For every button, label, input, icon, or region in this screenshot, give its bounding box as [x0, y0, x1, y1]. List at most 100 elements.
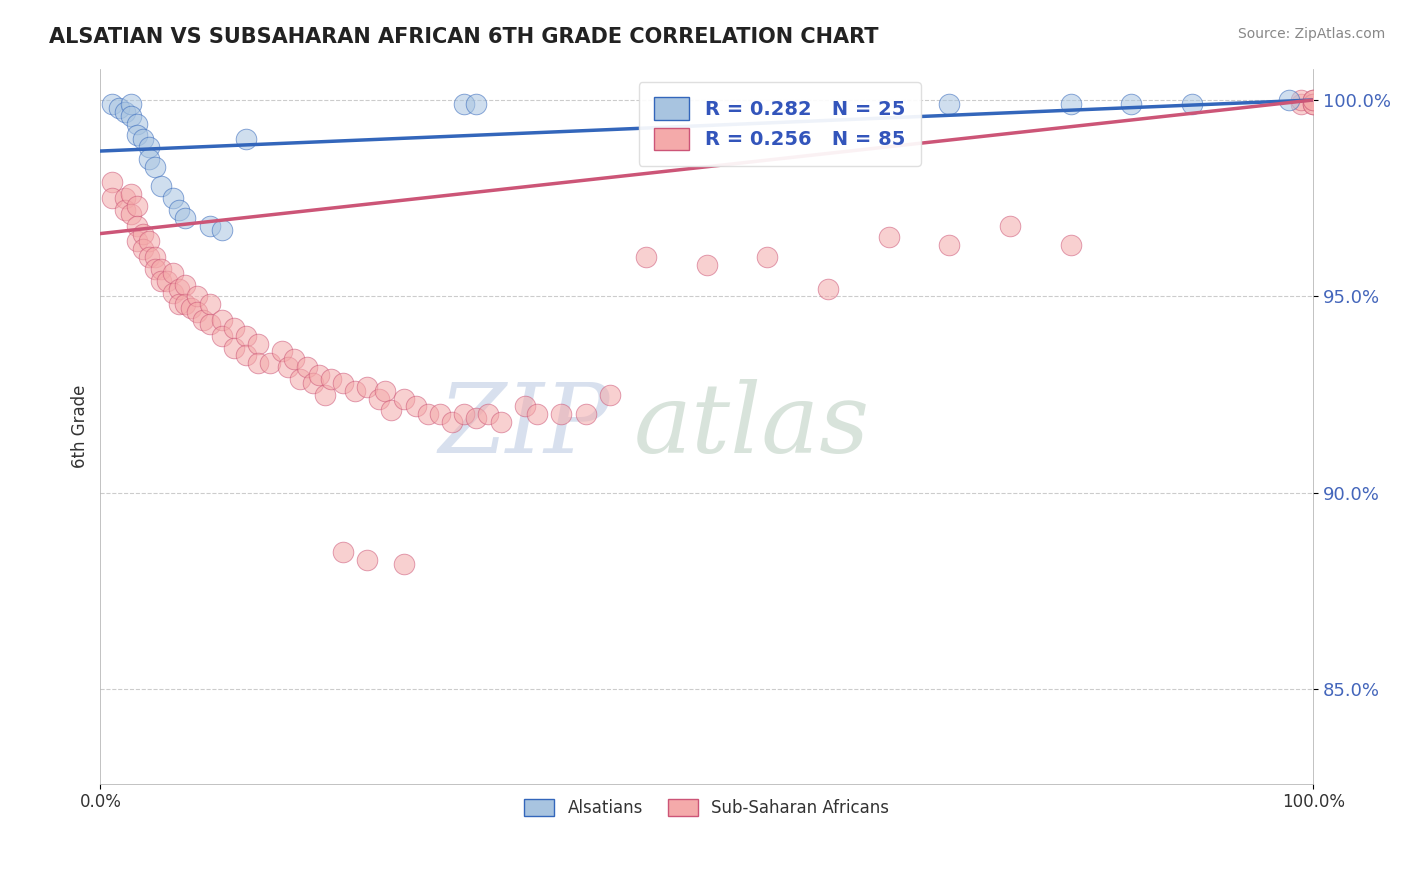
Point — [271, 344, 294, 359]
Point — [374, 384, 396, 398]
Point — [235, 348, 257, 362]
Point — [1302, 93, 1324, 107]
Point — [162, 266, 184, 280]
Point — [1278, 93, 1301, 107]
Point — [198, 219, 221, 233]
Point — [1302, 96, 1324, 111]
Point — [938, 238, 960, 252]
Point — [143, 250, 166, 264]
Point — [156, 274, 179, 288]
Point — [465, 96, 488, 111]
Point — [453, 96, 475, 111]
Point — [125, 235, 148, 249]
Point — [356, 553, 378, 567]
Point — [167, 202, 190, 217]
Point — [211, 313, 233, 327]
Point — [222, 341, 245, 355]
Point — [120, 207, 142, 221]
Point — [174, 211, 197, 225]
Point — [180, 301, 202, 316]
Point — [453, 408, 475, 422]
Point — [211, 222, 233, 236]
Point — [877, 230, 900, 244]
Point — [101, 176, 124, 190]
Point — [162, 191, 184, 205]
Point — [186, 305, 208, 319]
Point — [817, 282, 839, 296]
Point — [392, 557, 415, 571]
Point — [132, 242, 155, 256]
Point — [198, 317, 221, 331]
Point — [756, 250, 779, 264]
Point — [696, 258, 718, 272]
Point — [356, 380, 378, 394]
Point — [138, 250, 160, 264]
Point — [513, 400, 536, 414]
Point — [314, 387, 336, 401]
Point — [441, 415, 464, 429]
Point — [344, 384, 367, 398]
Text: Source: ZipAtlas.com: Source: ZipAtlas.com — [1237, 27, 1385, 41]
Point — [198, 297, 221, 311]
Point — [277, 360, 299, 375]
Point — [550, 408, 572, 422]
Point — [174, 297, 197, 311]
Point — [247, 356, 270, 370]
Point — [235, 132, 257, 146]
Point — [150, 179, 173, 194]
Point — [114, 191, 136, 205]
Point — [1121, 96, 1143, 111]
Point — [167, 282, 190, 296]
Point — [143, 261, 166, 276]
Point — [489, 415, 512, 429]
Point — [368, 392, 391, 406]
Point — [332, 545, 354, 559]
Point — [429, 408, 451, 422]
Point — [599, 387, 621, 401]
Point — [138, 140, 160, 154]
Point — [174, 277, 197, 292]
Text: ZIP: ZIP — [439, 379, 610, 473]
Point — [1302, 93, 1324, 107]
Point — [1181, 96, 1204, 111]
Point — [574, 408, 596, 422]
Y-axis label: 6th Grade: 6th Grade — [72, 384, 89, 467]
Point — [938, 96, 960, 111]
Point — [392, 392, 415, 406]
Point — [636, 250, 658, 264]
Point — [125, 219, 148, 233]
Point — [295, 360, 318, 375]
Point — [319, 372, 342, 386]
Legend: Alsatians, Sub-Saharan Africans: Alsatians, Sub-Saharan Africans — [516, 790, 897, 825]
Point — [308, 368, 330, 382]
Point — [332, 376, 354, 390]
Point — [526, 408, 548, 422]
Point — [465, 411, 488, 425]
Point — [132, 132, 155, 146]
Point — [186, 289, 208, 303]
Point — [120, 109, 142, 123]
Point — [107, 101, 129, 115]
Point — [162, 285, 184, 300]
Point — [1060, 238, 1083, 252]
Point — [114, 202, 136, 217]
Point — [120, 187, 142, 202]
Text: atlas: atlas — [634, 379, 870, 473]
Point — [114, 104, 136, 119]
Point — [101, 191, 124, 205]
Point — [380, 403, 402, 417]
Point — [283, 352, 305, 367]
Point — [1302, 96, 1324, 111]
Point — [247, 336, 270, 351]
Point — [235, 328, 257, 343]
Point — [125, 128, 148, 143]
Point — [211, 328, 233, 343]
Point — [222, 321, 245, 335]
Point — [416, 408, 439, 422]
Point — [301, 376, 323, 390]
Point — [143, 160, 166, 174]
Point — [150, 261, 173, 276]
Point — [138, 235, 160, 249]
Point — [405, 400, 427, 414]
Point — [150, 274, 173, 288]
